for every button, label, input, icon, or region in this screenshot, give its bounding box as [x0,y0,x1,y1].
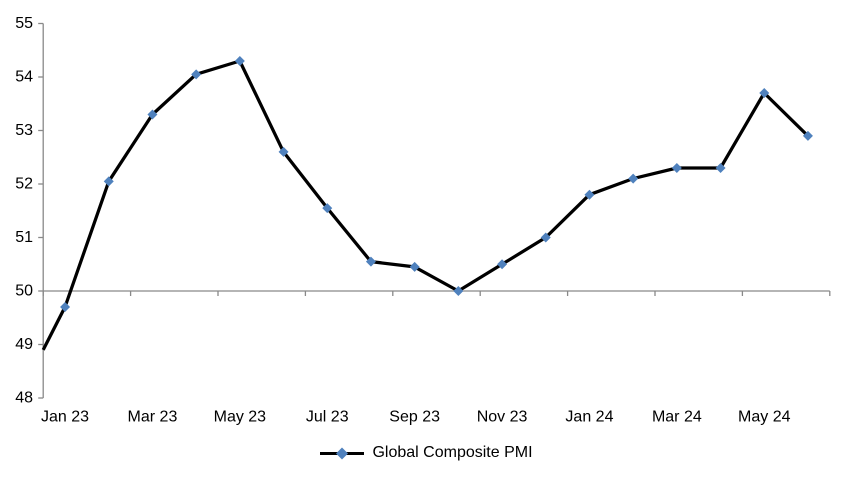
data-point-marker [409,261,420,272]
data-point-marker [278,146,289,157]
data-point-marker [191,69,202,80]
y-axis-tick-label: 52 [15,176,33,193]
y-axis-tick-label: 48 [15,390,33,407]
x-axis-tick-label: Mar 23 [128,409,178,426]
legend-series-label: Global Composite PMI [372,444,533,461]
data-point-marker [365,256,376,267]
x-axis-tick-label: Jul 23 [306,409,349,426]
data-point-marker [584,189,595,200]
chart-plot-area: 48 49 50 51 52 53 54 55 Jan 23 Mar 23 May 23 Jul 23… [15,15,831,426]
chart-legend: Global Composite PMI [0,442,852,464]
data-point-marker [497,259,508,270]
data-point-marker [759,88,770,99]
legend-line-marker-icon [320,447,365,459]
data-point-marker [540,232,551,243]
pmi-series-line [41,59,810,351]
x-axis-tick-label: Jan 24 [565,409,613,426]
data-point-marker [60,302,71,313]
data-point-marker [715,162,726,173]
x-axis-tick-label: Mar 24 [652,409,702,426]
data-point-marker [802,130,813,141]
y-axis-tick-label: 54 [15,69,33,86]
x-axis-tick-label: Nov 23 [477,409,528,426]
x-axis-tick-label: May 23 [214,409,267,426]
y-axis-tick-label: 53 [15,122,33,139]
x-axis-tick-label: Sep 23 [389,409,440,426]
data-point-marker [147,109,158,120]
y-axis-tick-label: 50 [15,283,33,300]
data-point-marker [453,286,464,296]
y-axis-tick-label: 55 [15,15,33,32]
data-point-marker [322,203,333,214]
x-axis-tick-label: May 24 [738,409,791,426]
data-point-marker [234,55,245,66]
x-axis-tick-label: Jan 23 [41,409,89,426]
data-point-marker [671,162,682,173]
y-axis-tick-label: 49 [15,336,33,353]
series-global-composite-pmi [41,55,813,351]
data-point-marker [103,176,114,187]
data-point-marker [628,173,639,184]
y-axis-tick-label: 51 [15,229,33,246]
axes: 48 49 50 51 52 53 54 55 Jan 23 Mar 23 May 23 Jul 23… [15,15,831,426]
